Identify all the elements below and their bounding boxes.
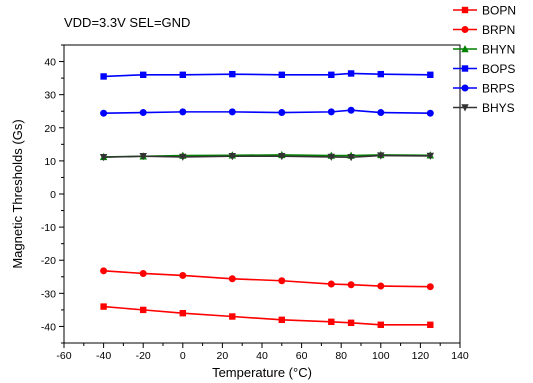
data-point-brps <box>426 109 434 117</box>
legend-label: BOPS <box>482 62 515 76</box>
data-point-bops <box>179 71 186 78</box>
data-point-bhys <box>278 153 286 161</box>
legend-item-bhys: BHYS <box>453 101 515 115</box>
data-point-bopn <box>347 319 355 327</box>
data-point-bops <box>427 71 434 78</box>
y-tick-label: -10 <box>41 222 56 234</box>
data-point-brpn <box>426 283 434 291</box>
data-point-bopn <box>179 310 186 317</box>
data-point-brpn <box>327 280 335 288</box>
legend-swatch-marker <box>461 84 469 92</box>
legend-swatch-marker <box>461 65 469 72</box>
x-tick-label: 20 <box>217 350 229 362</box>
data-point-bops <box>229 70 236 78</box>
x-tick-label: 100 <box>372 350 390 362</box>
y-tick-label: 30 <box>44 90 56 102</box>
data-point-brps <box>347 106 355 114</box>
x-tick-label: 80 <box>335 350 347 362</box>
data-point-bopn <box>100 303 107 310</box>
data-point-brpn <box>347 281 355 289</box>
x-tick-label: -40 <box>96 350 111 362</box>
legend-item-brpn: BRPN <box>453 23 515 37</box>
x-tick-label: 0 <box>180 350 186 362</box>
plot-area-frame <box>63 44 461 344</box>
data-point-brpn <box>377 282 385 290</box>
series-brpn <box>100 267 434 291</box>
data-point-brps <box>139 109 147 117</box>
data-point-bhys <box>347 154 355 162</box>
legend-label: BHYS <box>482 101 515 115</box>
data-point-bhys <box>377 152 385 160</box>
data-point-bopn <box>377 321 384 328</box>
x-tick-label: 40 <box>256 350 268 362</box>
legend-swatch-marker <box>461 6 469 14</box>
data-point-bhys <box>179 153 187 161</box>
x-axis: -60 -40 -20 0 20 40 60 80 100 120 140 <box>56 343 469 362</box>
data-point-bops <box>377 70 384 78</box>
data-point-bops <box>100 73 107 80</box>
data-point-brps <box>278 109 286 117</box>
y-tick-label: 0 <box>50 189 56 201</box>
legend: BOPN BRPN BHYN BOPS BRPS BHYS <box>453 4 516 115</box>
data-point-bhys <box>99 154 108 162</box>
y-tick-label: 10 <box>44 156 56 168</box>
data-point-brpn <box>179 271 187 279</box>
y-axis: -40 -30 -20 -10 0 10 20 30 40 <box>41 44 64 344</box>
series-layer <box>99 70 434 328</box>
data-point-bhys <box>426 152 434 160</box>
x-tick-label: 120 <box>412 350 430 362</box>
legend-label: BOPN <box>482 4 516 18</box>
data-point-brps <box>327 108 335 116</box>
data-point-bopn <box>427 321 434 328</box>
data-point-bopn <box>278 316 285 324</box>
data-point-brps <box>228 108 236 116</box>
legend-label: BRPS <box>482 82 515 96</box>
legend-item-brps: BRPS <box>453 82 515 96</box>
legend-item-bhyn: BHYN <box>453 43 515 57</box>
legend-item-bopn: BOPN <box>453 4 516 18</box>
legend-swatch-marker <box>461 45 469 53</box>
series-bopn <box>100 303 434 328</box>
legend-swatch-marker <box>461 26 469 33</box>
x-tick-label: -60 <box>56 350 71 362</box>
legend-item-bops: BOPS <box>453 62 515 76</box>
data-point-bhys <box>228 153 236 161</box>
series-bhys <box>99 152 434 162</box>
legend-label: BRPN <box>482 23 515 37</box>
data-point-brpn <box>228 275 236 283</box>
legend-swatch-marker <box>461 104 469 112</box>
x-tick-label: -20 <box>136 350 151 362</box>
y-tick-label: 20 <box>44 123 56 135</box>
data-point-bops <box>140 71 147 78</box>
y-tick-label: 40 <box>44 57 56 69</box>
data-point-brpn <box>139 269 147 277</box>
series-brps <box>100 106 434 117</box>
data-point-bops <box>347 70 355 77</box>
x-tick-label: 140 <box>451 350 469 362</box>
series-bops <box>100 70 434 80</box>
y-tick-label: -30 <box>41 288 56 300</box>
data-point-bhys <box>327 153 335 161</box>
legend-label: BHYN <box>482 43 515 57</box>
data-point-brps <box>377 109 385 117</box>
data-point-bopn <box>229 313 236 320</box>
x-axis-label: Temperature (°C) <box>212 365 312 380</box>
x-tick-label: 60 <box>296 350 308 362</box>
data-point-bopn <box>140 306 147 314</box>
chart-annotation: VDD=3.3V SEL=GND <box>64 15 190 30</box>
data-point-bopn <box>328 318 335 326</box>
data-point-bops <box>328 71 335 78</box>
y-tick-label: -20 <box>41 255 56 267</box>
data-point-brpn <box>100 267 108 275</box>
y-tick-label: -40 <box>41 321 56 333</box>
data-point-brps <box>179 108 187 116</box>
data-point-brpn <box>278 277 286 285</box>
data-point-bhys <box>139 153 147 161</box>
data-point-bops <box>278 71 285 78</box>
data-point-brps <box>100 109 108 117</box>
y-axis-label: Magnetic Thresholds (Gs) <box>10 119 25 268</box>
